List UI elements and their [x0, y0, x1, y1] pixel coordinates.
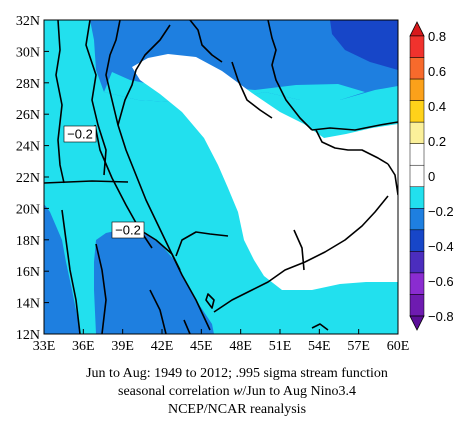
lat-tick-label: 16N [16, 265, 40, 280]
lon-tick-label: 33E [33, 339, 56, 354]
colorbar-swatch [409, 229, 425, 252]
colorbar-top-arrow [409, 21, 425, 37]
lon-tick-label: 48E [229, 339, 252, 354]
region-blue-south-center [94, 229, 214, 334]
lat-tick-label: 32N [16, 14, 40, 29]
caption-line-2: seasonal correlation w/Jun to Aug Nino3.… [118, 384, 356, 399]
colorbar-label: 0.6 [428, 64, 446, 79]
latitude-axis: 12N 14N 16N 18N 20N 22N 24N 26N 28N 30N 32N [16, 14, 49, 343]
region-blue-southwest [44, 204, 80, 334]
lat-tick-label: 30N [16, 45, 40, 60]
colorbar-label: −0.6 [428, 274, 454, 289]
colorbar-label: 0 [428, 169, 435, 184]
colorbar-label: 0.2 [428, 134, 446, 149]
lat-tick-label: 12N [16, 328, 40, 343]
colorbar-swatch [409, 208, 425, 231]
contour-label-northwest: −0.2 [63, 125, 97, 143]
colorbar-swatch [409, 294, 425, 317]
colorbar-label: −0.8 [428, 309, 454, 324]
lon-tick-label: 54E [308, 339, 331, 354]
colorbar-label: −0.4 [428, 239, 454, 254]
region-dark-blue-northeast [330, 20, 398, 70]
contour-label-text: −0.2 [115, 223, 141, 238]
colorbar-swatch [409, 100, 425, 123]
colorbar-label: 0.8 [428, 29, 446, 44]
caption-line-3: NCEP/NCAR reanalysis [167, 402, 307, 417]
lon-tick-label: 45E [190, 339, 213, 354]
colorbar-swatch [409, 121, 425, 144]
contour-label-southwest: −0.2 [111, 221, 145, 239]
colorbar-bottom-arrow [409, 315, 425, 331]
colorbar-swatch [409, 251, 425, 274]
colorbar-swatch [409, 186, 425, 209]
colorbar-swatch [409, 78, 425, 101]
lon-tick-label: 60E [387, 339, 410, 354]
coastlines [44, 20, 398, 334]
lat-tick-label: 22N [16, 171, 40, 186]
lat-tick-label: 14N [16, 297, 40, 312]
colorbar [409, 21, 425, 331]
colorbar-swatch [409, 35, 425, 58]
colorbar-swatch [409, 57, 425, 80]
colorbar-swatch [409, 164, 425, 188]
colorbar-swatch [409, 143, 425, 166]
figure-caption: Jun to Aug: 1949 to 2012; .995 sigma str… [0, 365, 474, 419]
lon-tick-label: 42E [151, 339, 174, 354]
lon-tick-label: 36E [72, 339, 95, 354]
lat-tick-label: 20N [16, 202, 40, 217]
colorbar-label: −0.2 [428, 204, 454, 219]
colorbar-swatch [409, 272, 425, 295]
region-white-arabia [132, 54, 398, 290]
lat-tick-label: 26N [16, 108, 40, 123]
lon-tick-label: 39E [111, 339, 134, 354]
lat-tick-label: 28N [16, 77, 40, 92]
caption-line-1: Jun to Aug: 1949 to 2012; .995 sigma str… [86, 366, 388, 381]
lat-tick-label: 18N [16, 234, 40, 249]
colorbar-labels: 0.8 0.6 0.4 0.2 0 −0.2 −0.4 −0.6 −0.8 [428, 29, 454, 324]
contour-label-text: −0.2 [67, 127, 93, 142]
colorbar-label: 0.4 [428, 99, 446, 114]
longitude-axis: 33E 36E 39E 42E 45E 48E 51E 54E 57E 60E [33, 329, 410, 354]
lon-tick-label: 51E [269, 339, 292, 354]
lat-tick-label: 24N [16, 140, 40, 155]
lon-tick-label: 57E [347, 339, 370, 354]
correlation-map: −0.2 −0.2 33E 36E 39E 42E 45E 48E 51E 54E 57E 60E… [16, 14, 454, 354]
